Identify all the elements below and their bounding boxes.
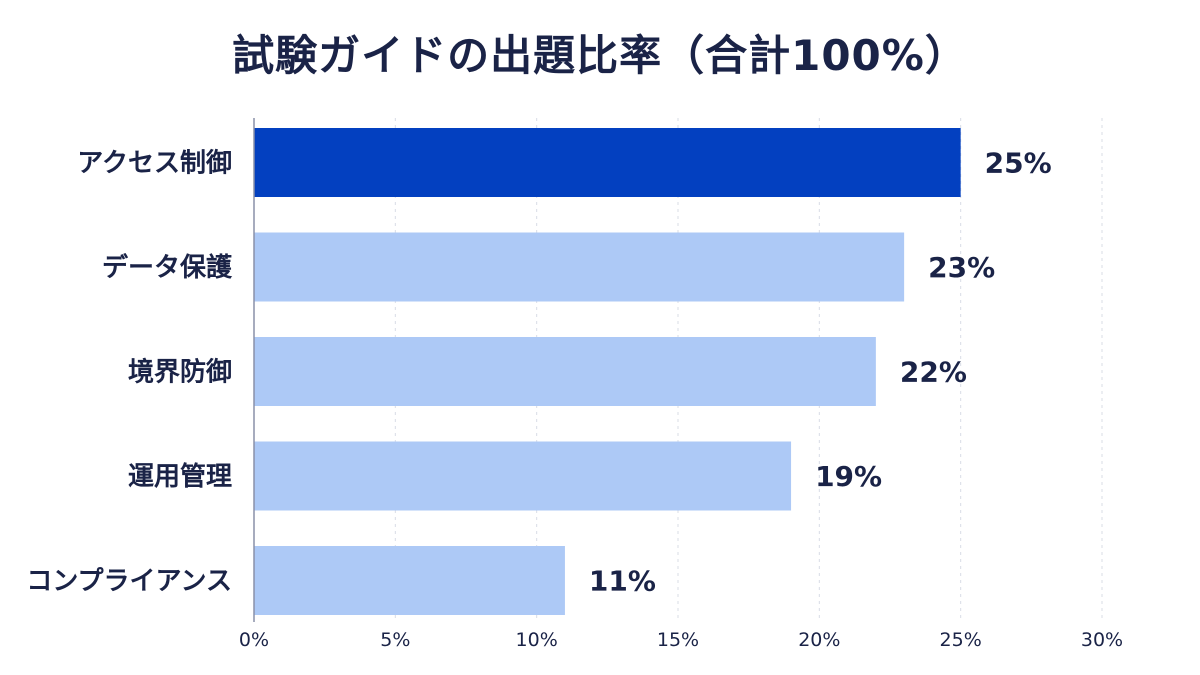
category-label: コンプライアンス <box>26 567 232 597</box>
x-tick-label: 15% <box>657 629 699 651</box>
bars <box>254 128 961 615</box>
category-label: アクセス制御 <box>77 148 232 179</box>
bar <box>254 128 961 197</box>
x-tick-label: 25% <box>940 629 982 651</box>
bar <box>254 546 565 615</box>
bar <box>254 337 876 406</box>
value-label: 19% <box>815 460 882 493</box>
value-label: 25% <box>985 147 1052 180</box>
x-tick-labels: 0% 5% 10% 15% 20% 25% 30% <box>239 629 1123 651</box>
category-label: データ保護 <box>102 252 233 283</box>
x-tick-label: 10% <box>516 629 558 651</box>
value-labels: 25% 23% 22% 19% 11% <box>589 147 1052 598</box>
bar <box>254 441 792 511</box>
x-tick-label: 30% <box>1081 629 1123 651</box>
value-label: 23% <box>928 251 995 284</box>
x-tick-label: 5% <box>380 629 410 651</box>
value-label: 22% <box>900 356 967 389</box>
x-tick-label: 20% <box>798 629 840 651</box>
x-tick-label: 0% <box>239 629 269 651</box>
category-label: 運用管理 <box>128 462 232 492</box>
value-label: 11% <box>589 565 656 598</box>
chart-title: 試験ガイドの出題比率（合計100%） <box>232 31 968 80</box>
category-label: 境界防御 <box>128 357 232 388</box>
bar <box>254 232 905 302</box>
